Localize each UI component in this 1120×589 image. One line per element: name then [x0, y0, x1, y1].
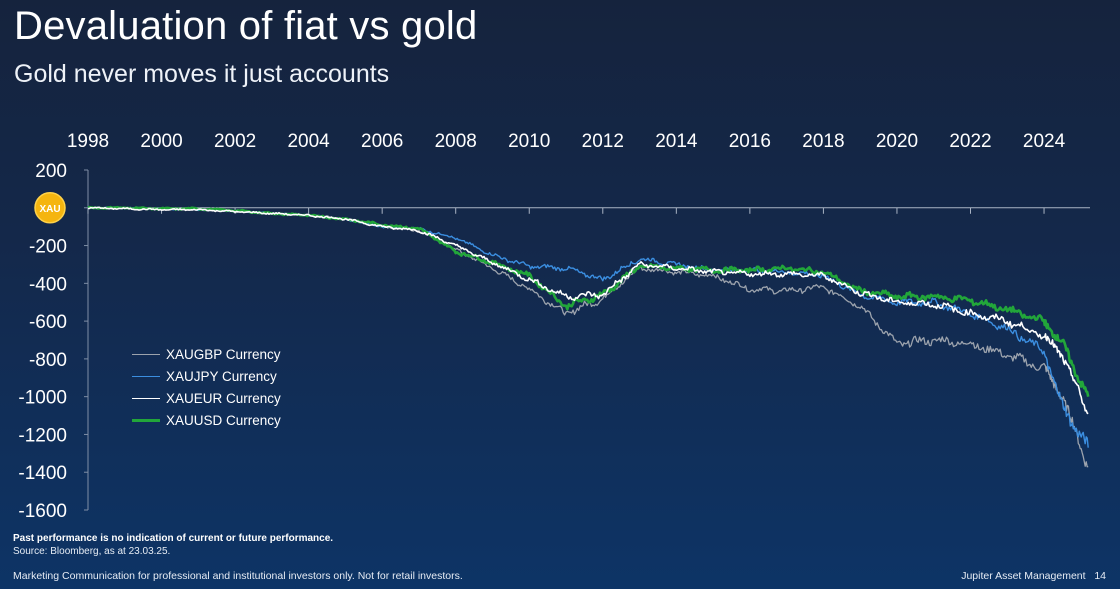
- chart-axes: 1998 2000 2002 2004 2006 2008 2010 2012 2014 2016…: [18, 131, 1090, 522]
- series-line-xaueur: [87, 206, 1089, 415]
- y-tick-label: -1200: [18, 425, 67, 446]
- x-tick-label: 2008: [435, 131, 477, 152]
- xau-badge-label: XAU: [39, 204, 60, 215]
- brand-name: Jupiter Asset Management: [961, 570, 1086, 582]
- y-tick-label: -1600: [18, 501, 67, 522]
- legend-swatch: [132, 353, 160, 355]
- source-note: Source: Bloomberg, as at 23.03.25.: [13, 546, 171, 557]
- x-tick-label: 2004: [287, 131, 330, 152]
- y-tick-label: 200: [35, 161, 67, 182]
- x-tick-label: 2010: [508, 131, 550, 152]
- xau-badge: [34, 192, 66, 224]
- legend-label: XAUGBP Currency: [166, 346, 281, 362]
- x-tick-label: 2000: [140, 131, 182, 152]
- y-tick-label: -200: [29, 237, 67, 258]
- page-title: Devaluation of fiat vs gold: [14, 4, 478, 48]
- y-tick-label: -1400: [18, 463, 67, 484]
- x-tick-label: 2012: [582, 131, 624, 152]
- x-tick-label: 2024: [1023, 131, 1066, 152]
- chart-legend: XAUGBP Currency XAUJPY Currency XAUEUR Cur…: [132, 343, 281, 431]
- legend-item: XAUGBP Currency: [132, 343, 281, 365]
- marketing-disclaimer: Marketing Communication for professional…: [13, 570, 463, 582]
- y-tick-label: -400: [29, 274, 67, 295]
- x-tick-label: 2016: [729, 131, 771, 152]
- chart-series: [87, 205, 1090, 468]
- page-subtitle: Gold never moves it just accounts: [14, 60, 390, 88]
- legend-swatch: [132, 418, 160, 422]
- legend-swatch: [132, 375, 160, 377]
- y-tick-label: -800: [29, 350, 67, 371]
- legend-item: XAUUSD Currency: [132, 409, 281, 431]
- page-number: 14: [1094, 570, 1106, 582]
- x-tick-label: 2006: [361, 131, 403, 152]
- x-tick-label: 2018: [802, 131, 844, 152]
- legend-item: XAUJPY Currency: [132, 365, 281, 387]
- y-tick-label: -600: [29, 312, 67, 333]
- y-tick-label: -1000: [18, 388, 67, 409]
- legend-label: XAUJPY Currency: [166, 368, 277, 384]
- x-tick-label: 2002: [214, 131, 256, 152]
- performance-disclaimer: Past performance is no indication of cur…: [13, 533, 334, 544]
- x-tick-label: 2020: [876, 131, 918, 152]
- chart-zero-marker: XAU: [34, 192, 66, 224]
- x-tick-label: 1998: [67, 131, 109, 152]
- footer-brand: Jupiter Asset Management 14: [961, 570, 1106, 582]
- legend-label: XAUUSD Currency: [166, 412, 281, 428]
- legend-swatch: [132, 397, 160, 399]
- legend-item: XAUEUR Currency: [132, 387, 281, 409]
- x-tick-label: 2014: [655, 131, 698, 152]
- legend-label: XAUEUR Currency: [166, 390, 281, 406]
- x-tick-label: 2022: [949, 131, 991, 152]
